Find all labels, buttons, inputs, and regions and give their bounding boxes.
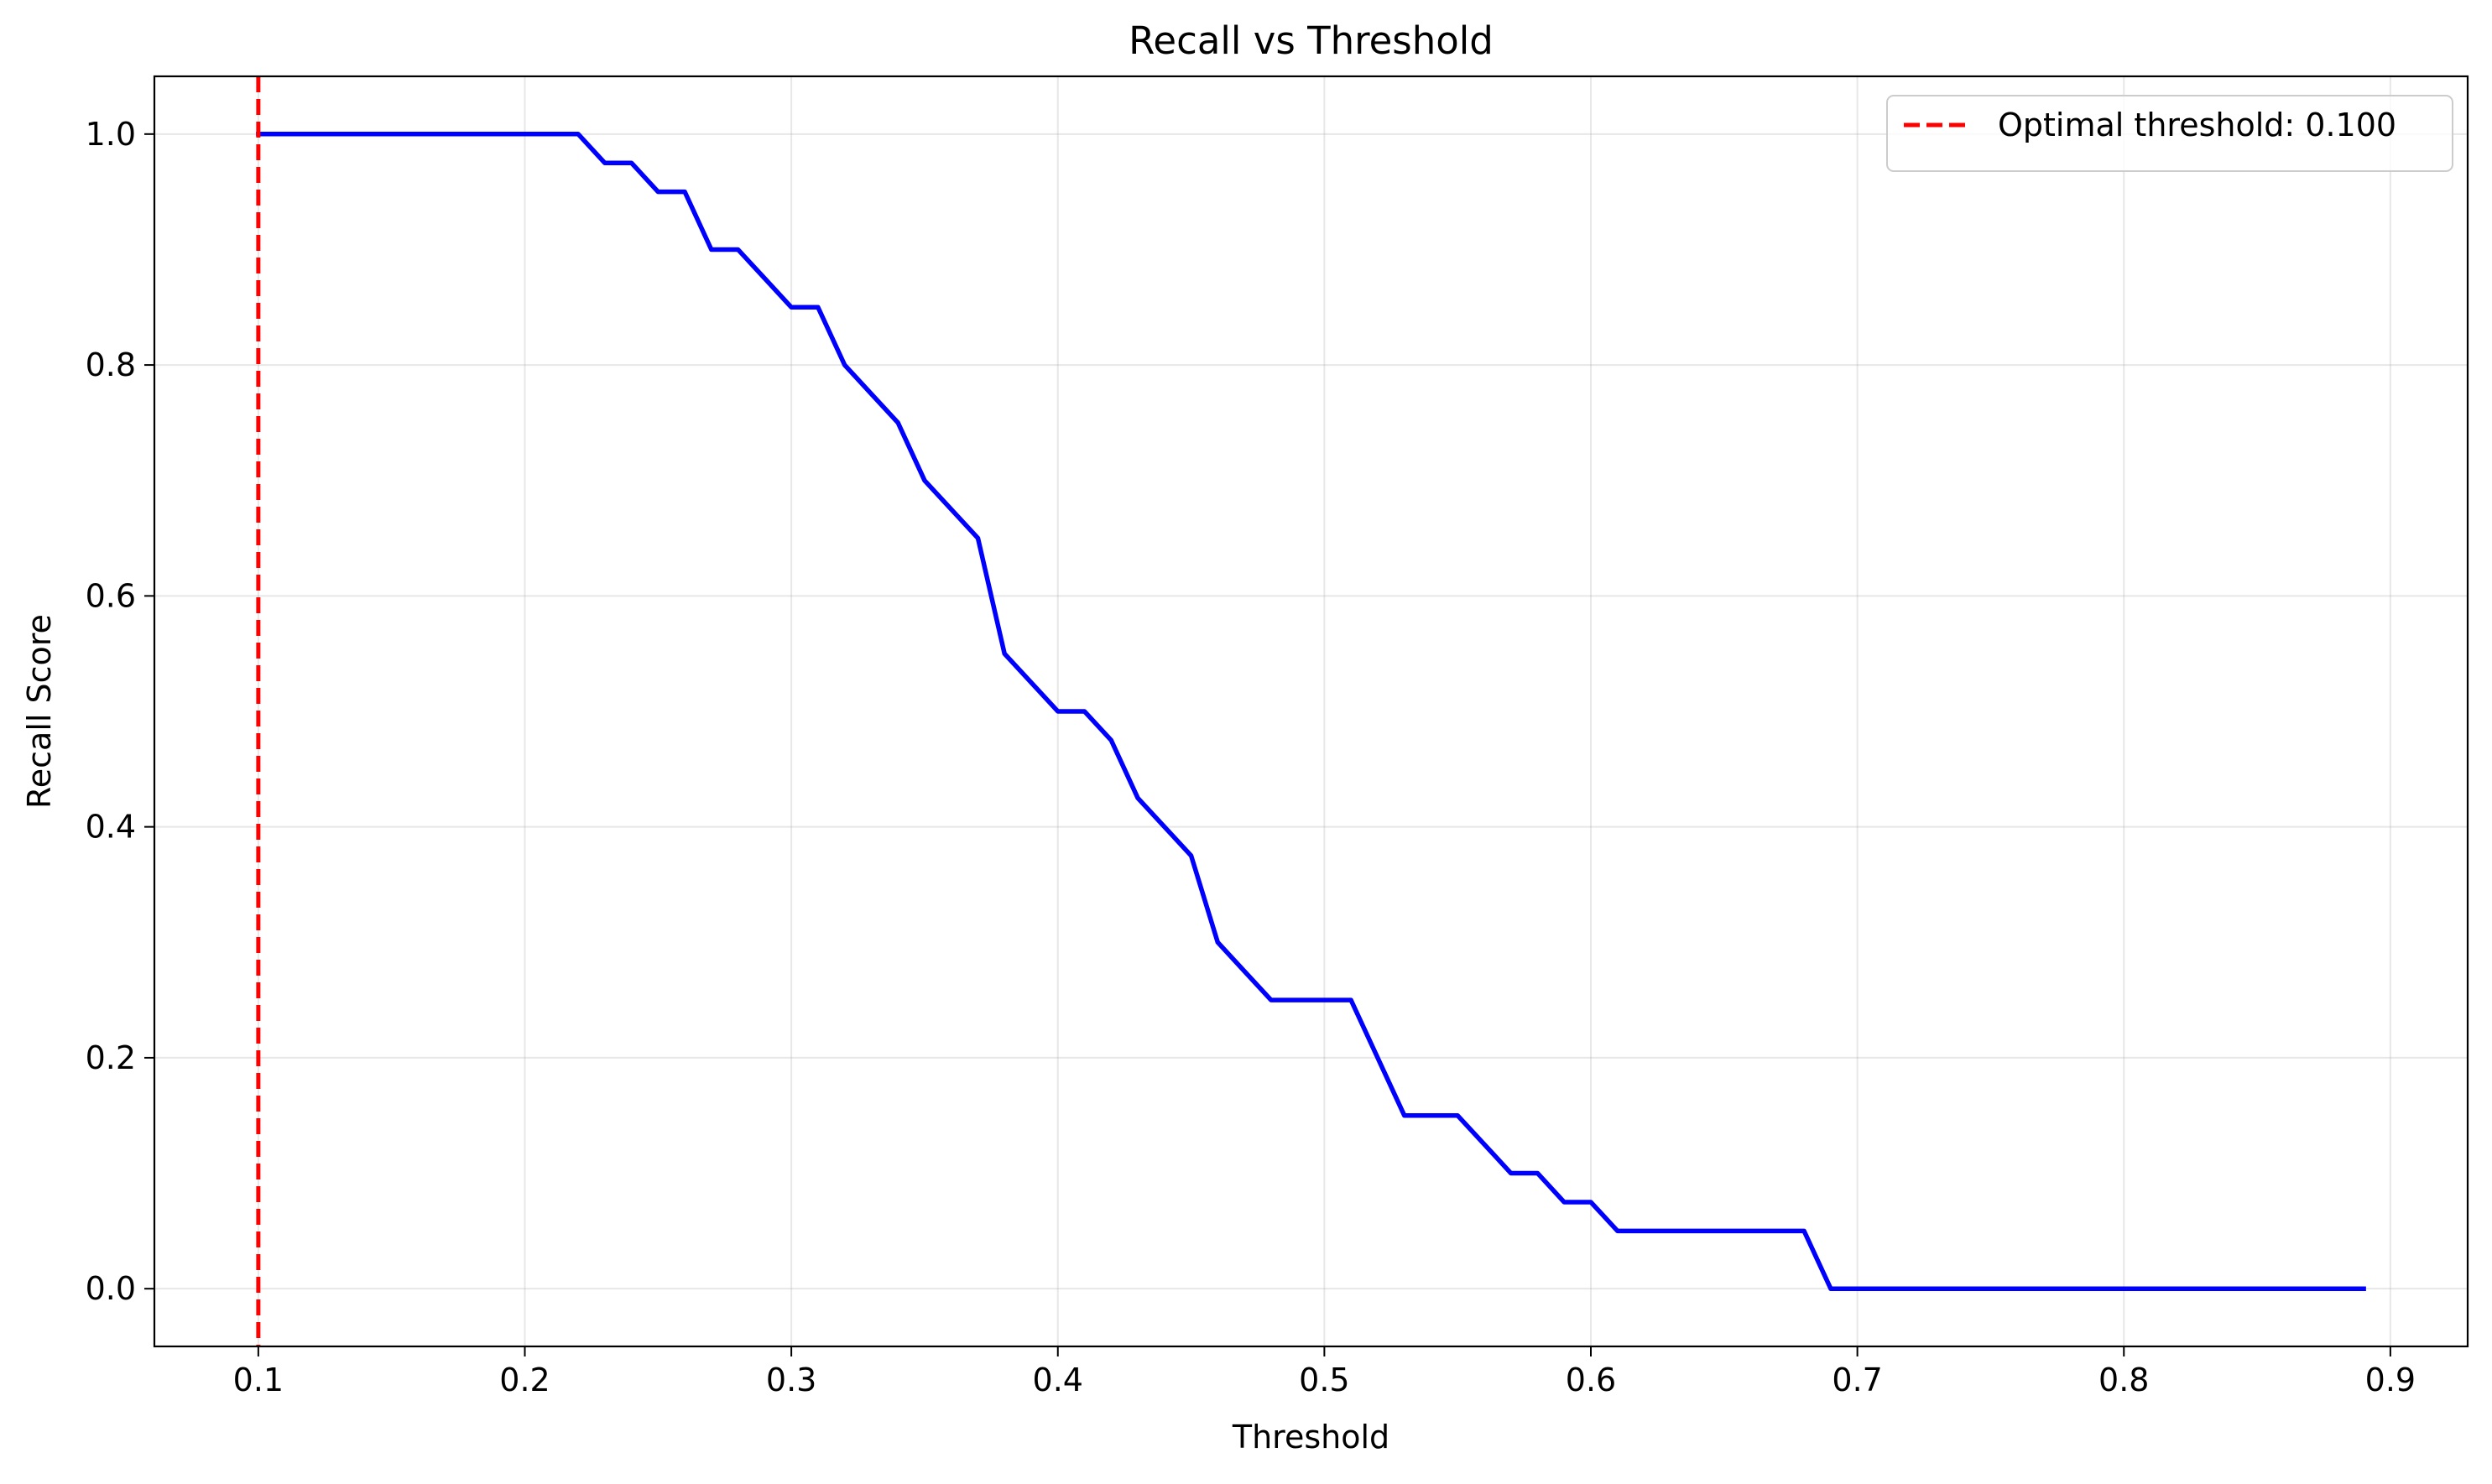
tick-layer: 0.1 0.2 0.3 0.4 0.5 0.6 0.7 0.8 0.9 0.0 0.2 0.4 0.6 0… bbox=[86, 116, 2416, 1398]
y-axis-label: Recall Score bbox=[21, 614, 58, 809]
legend-label: Optimal threshold: 0.100 bbox=[1998, 107, 2396, 143]
y-tick-label: 1.0 bbox=[86, 116, 136, 153]
legend: Optimal threshold: 0.100 bbox=[1886, 95, 2453, 172]
x-tick-label: 0.6 bbox=[1566, 1362, 1616, 1398]
plot-frame bbox=[153, 75, 2469, 1348]
recall-curve bbox=[256, 132, 2366, 1291]
y-tick-label: 0.6 bbox=[86, 577, 136, 614]
legend-box bbox=[1886, 95, 2453, 172]
x-tick-label: 0.2 bbox=[499, 1362, 550, 1398]
data-layer bbox=[256, 76, 2366, 1346]
y-tick-label: 0.4 bbox=[86, 809, 136, 846]
x-tick-label: 0.3 bbox=[766, 1362, 816, 1398]
x-tick-label: 0.5 bbox=[1299, 1362, 1349, 1398]
x-axis-label: Threshold bbox=[1232, 1419, 1389, 1455]
y-tick-label: 0.2 bbox=[86, 1039, 136, 1076]
x-tick-label: 0.1 bbox=[233, 1362, 284, 1398]
x-tick-label: 0.4 bbox=[1033, 1362, 1083, 1398]
chart-title: Recall vs Threshold bbox=[1129, 18, 1494, 63]
y-tick-label: 0.0 bbox=[86, 1270, 136, 1307]
y-tick-label: 0.8 bbox=[86, 346, 136, 383]
x-tick-label: 0.8 bbox=[2098, 1362, 2149, 1398]
x-tick-label: 0.7 bbox=[1832, 1362, 1882, 1398]
x-tick-label: 0.9 bbox=[2365, 1362, 2416, 1398]
